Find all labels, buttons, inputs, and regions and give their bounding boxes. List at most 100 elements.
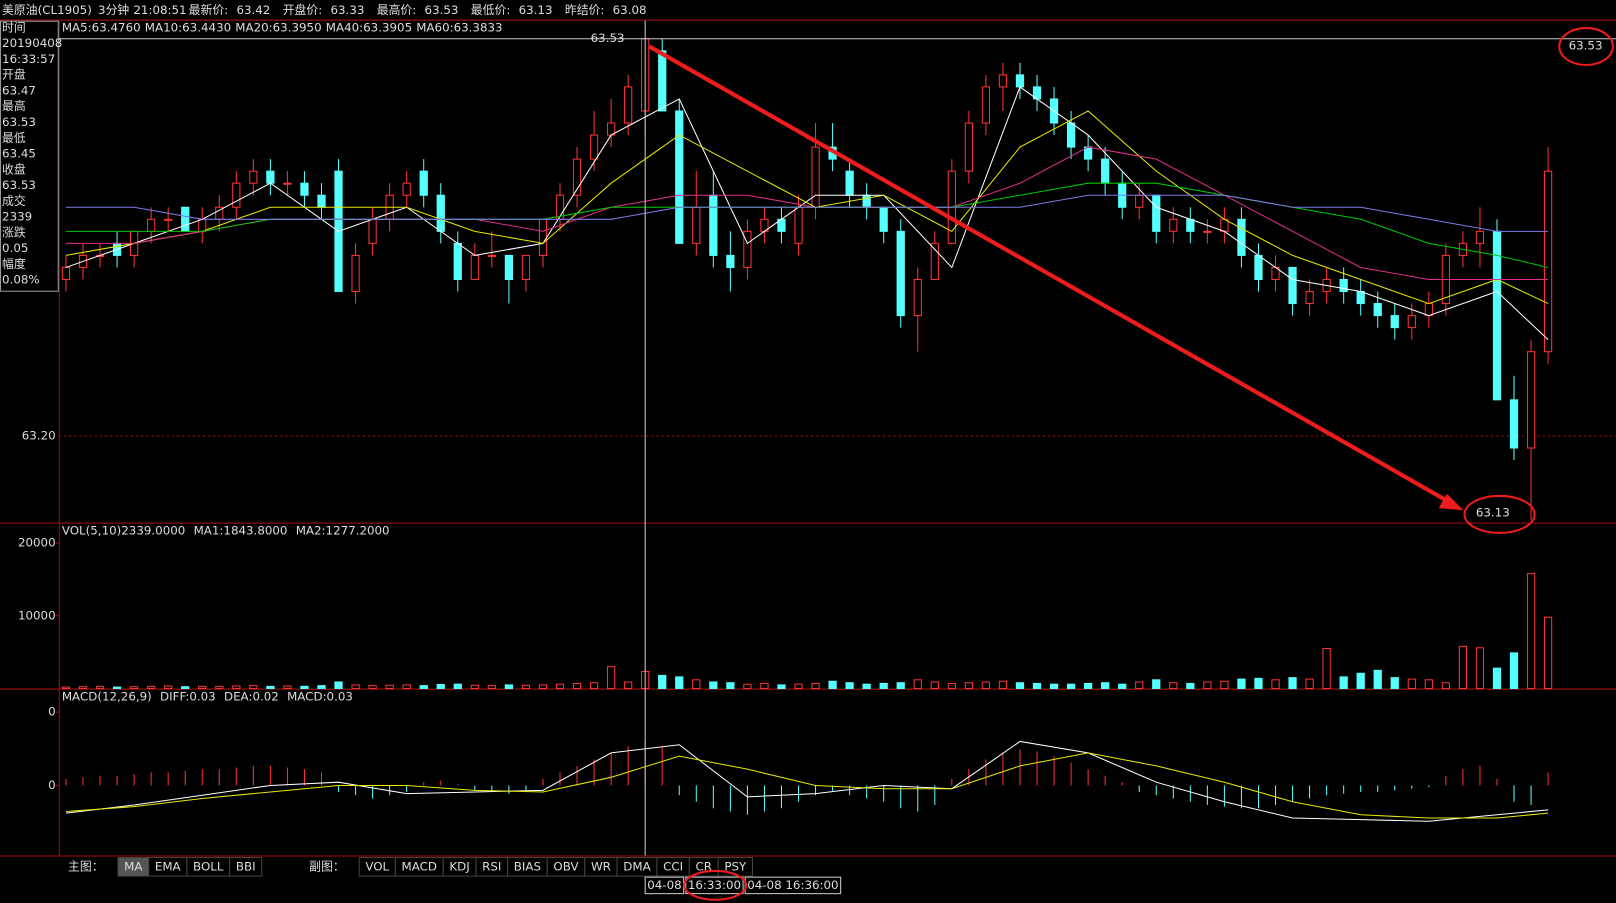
candle-body bbox=[845, 170, 854, 196]
toolbar-label: 主图： bbox=[68, 859, 104, 873]
toolbar-button-label[interactable]: CCI bbox=[663, 859, 683, 873]
candle-body bbox=[964, 122, 973, 172]
field-value: 63.08 bbox=[613, 3, 647, 17]
volume-bar bbox=[164, 685, 173, 690]
candle-body bbox=[589, 134, 599, 160]
candle-body bbox=[862, 194, 871, 208]
volume-bar bbox=[402, 684, 411, 690]
volume-bar bbox=[470, 684, 479, 690]
info-item: 幅度 bbox=[2, 257, 26, 271]
legend-entry: MA40:63.3905 bbox=[326, 20, 412, 34]
volume-bar bbox=[1407, 678, 1416, 690]
candle-body bbox=[624, 86, 633, 124]
candle-body bbox=[811, 146, 820, 208]
candle-body bbox=[300, 182, 309, 196]
volume-bar bbox=[555, 683, 565, 690]
toolbar-button-label[interactable]: PSY bbox=[724, 859, 747, 873]
annotation-arrow bbox=[648, 44, 1453, 505]
toolbar-button-label[interactable]: BOLL bbox=[193, 859, 224, 873]
candle-body bbox=[487, 254, 496, 257]
info-item: 63.53 bbox=[2, 178, 36, 192]
volume-bar bbox=[1032, 682, 1042, 690]
volume-bar bbox=[1305, 678, 1314, 690]
volume-bar bbox=[1475, 647, 1485, 690]
legend-entry: MA10:63.4430 bbox=[145, 20, 231, 34]
field-label: 最新价: bbox=[189, 3, 229, 17]
candle-body bbox=[1186, 218, 1195, 232]
volume-bar bbox=[385, 684, 394, 690]
toolbar-button-label[interactable]: RSI bbox=[482, 859, 501, 873]
cursor-price: 63.53 bbox=[1569, 38, 1603, 52]
volume-bar bbox=[879, 682, 888, 690]
volume-bar bbox=[1254, 677, 1263, 690]
candle-body bbox=[147, 218, 156, 232]
toolbar-button-label[interactable]: VOL bbox=[365, 859, 389, 873]
volume-bar bbox=[913, 679, 922, 690]
candle-body bbox=[1203, 230, 1212, 233]
candle-body bbox=[1339, 278, 1348, 293]
toolbar-button-label[interactable]: DMA bbox=[623, 859, 650, 873]
volume-bar bbox=[743, 683, 752, 690]
volume-bar bbox=[1152, 679, 1161, 690]
candle-body bbox=[1475, 230, 1485, 244]
info-item: 20190408 bbox=[2, 36, 62, 50]
volume-bar bbox=[794, 683, 803, 690]
volume-bar bbox=[215, 685, 224, 690]
toolbar-button[interactable] bbox=[229, 857, 263, 877]
toolbar-button-label[interactable]: KDJ bbox=[449, 859, 469, 873]
field-value: 63.33 bbox=[330, 3, 364, 17]
volume-bar bbox=[266, 685, 275, 690]
volume-bar bbox=[862, 683, 871, 690]
volume-bar bbox=[624, 681, 633, 690]
candle-body bbox=[1492, 230, 1502, 401]
volume-bar bbox=[61, 686, 71, 690]
volume-bar bbox=[947, 682, 956, 690]
candle-body bbox=[1424, 303, 1433, 317]
info-item: 63.53 bbox=[2, 115, 36, 129]
toolbar-button-label[interactable]: BIAS bbox=[514, 859, 541, 873]
info-item: 63.45 bbox=[2, 147, 36, 161]
toolbar-button-label[interactable]: BBI bbox=[236, 859, 256, 873]
candle-body bbox=[1254, 254, 1263, 280]
candle-body bbox=[1101, 158, 1110, 184]
toolbar-button-label[interactable]: CR bbox=[696, 859, 712, 873]
candle-body bbox=[709, 194, 718, 256]
candle-body bbox=[164, 218, 173, 221]
toolbar-button-label[interactable]: MA bbox=[124, 859, 142, 873]
y-tick-label: 20000 bbox=[18, 535, 56, 549]
volume-bar bbox=[351, 684, 360, 690]
candle-body bbox=[743, 230, 752, 268]
candle-body bbox=[658, 50, 667, 112]
period: 3分钟 bbox=[98, 3, 129, 17]
legend-entry: MA5:63.4760 bbox=[62, 20, 141, 34]
legend-entry: MA20:63.3950 bbox=[235, 20, 321, 34]
legend-entry: DIFF:0.03 bbox=[160, 689, 216, 703]
toolbar-button-label[interactable]: OBV bbox=[553, 859, 578, 873]
toolbar-button-label[interactable]: WR bbox=[591, 859, 611, 873]
info-box bbox=[0, 20, 59, 292]
volume-bar bbox=[1543, 616, 1553, 690]
info-item: 2339 bbox=[2, 210, 32, 224]
candle-body bbox=[266, 170, 275, 184]
volume-bar bbox=[1373, 669, 1382, 690]
candle-body bbox=[1288, 266, 1297, 305]
volume-bar bbox=[1237, 678, 1246, 690]
legend-entry: MA60:63.3833 bbox=[416, 20, 502, 34]
toolbar-button-label[interactable]: EMA bbox=[155, 859, 181, 873]
macd-line bbox=[65, 752, 1549, 819]
candle-body bbox=[368, 218, 377, 244]
volume-bar bbox=[317, 685, 326, 690]
legend-entry: MA2:1277.2000 bbox=[296, 523, 390, 537]
info-item: 时间 bbox=[2, 20, 26, 34]
candle-body bbox=[879, 206, 888, 232]
candle-body bbox=[572, 158, 582, 196]
candle-body bbox=[1356, 291, 1365, 305]
volume-bar bbox=[504, 684, 514, 690]
field-value: 63.53 bbox=[425, 3, 459, 17]
toolbar-button-label[interactable]: MACD bbox=[402, 859, 438, 873]
volume-bar bbox=[760, 682, 769, 690]
y-tick-label: 0 bbox=[48, 778, 56, 792]
volume-bar bbox=[606, 666, 616, 690]
y-tick-label: 10000 bbox=[18, 608, 56, 622]
